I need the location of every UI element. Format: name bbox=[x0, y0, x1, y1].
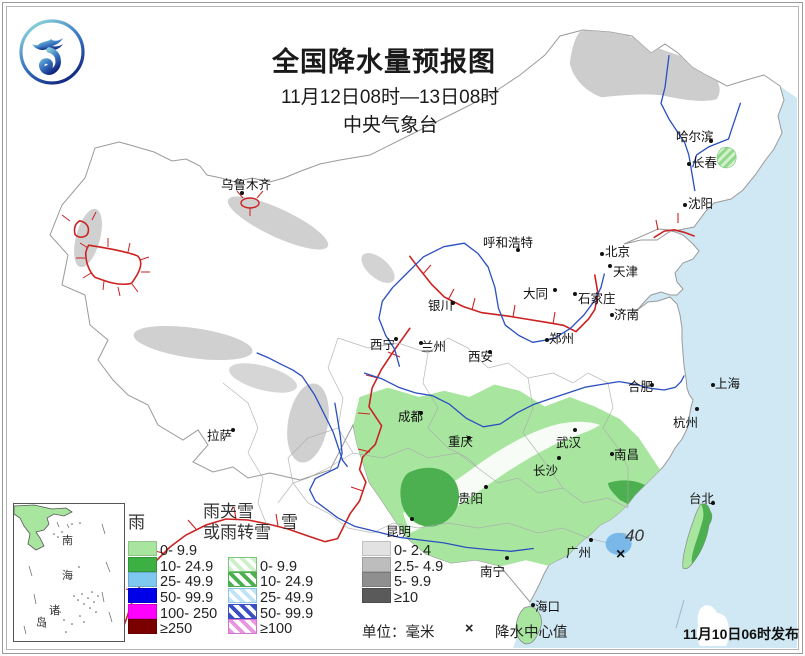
svg-text:海: 海 bbox=[62, 568, 73, 582]
svg-text:南: 南 bbox=[62, 534, 73, 547]
svg-text:诸: 诸 bbox=[49, 604, 60, 617]
